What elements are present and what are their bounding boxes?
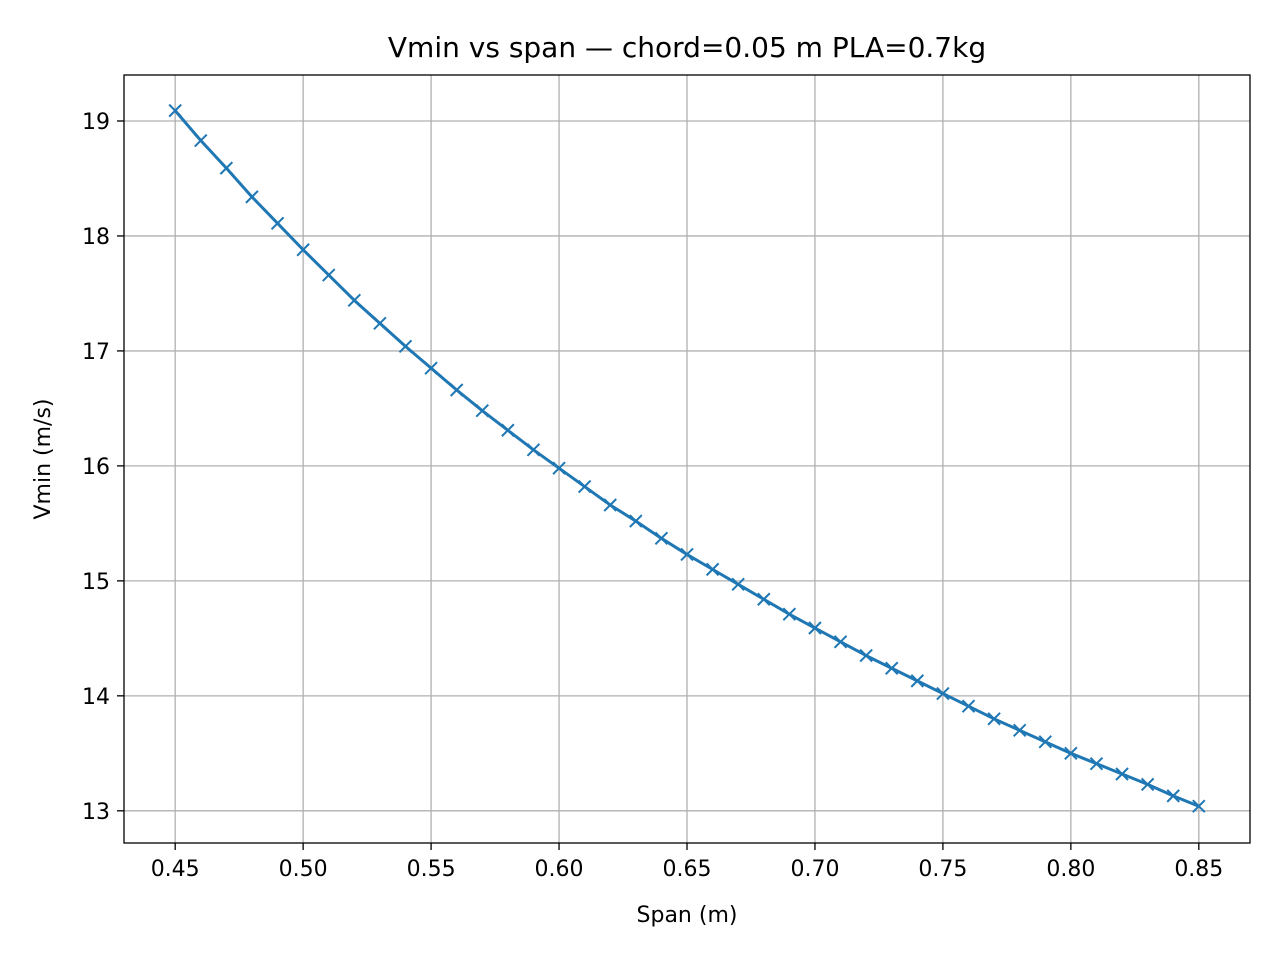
x-tick-label: 0.50 <box>279 857 328 882</box>
data-point-marker <box>833 635 848 649</box>
data-point-marker <box>194 133 208 148</box>
data-point-marker <box>1115 767 1129 781</box>
data-point-marker <box>1089 756 1104 771</box>
data-point-marker <box>424 361 438 375</box>
x-tick-label: 0.70 <box>790 857 839 882</box>
x-tick-label: 0.65 <box>663 857 712 882</box>
chart-title: Vmin vs span — chord=0.05 m PLA=0.7kg <box>388 31 986 64</box>
data-point-marker <box>782 607 797 621</box>
data-point-marker <box>501 423 515 437</box>
x-tick-label: 0.60 <box>535 857 584 882</box>
y-tick-label: 17 <box>82 340 110 365</box>
data-point-marker <box>322 268 336 282</box>
y-tick-label: 16 <box>82 455 110 480</box>
data-point-marker <box>757 592 771 606</box>
data-point-marker <box>526 443 541 457</box>
data-point-marker <box>577 479 592 494</box>
ticks: 0.45 0.50 0.55 0.60 0.65 0.70 0.75 0.80 0.85 13 14… <box>82 110 1223 882</box>
data-point-marker <box>1140 777 1155 792</box>
data-point-marker <box>270 216 285 231</box>
data-point-marker <box>168 103 182 118</box>
data-point-marker <box>654 531 669 546</box>
data-point-marker <box>705 562 720 577</box>
data-point-marker <box>731 577 745 592</box>
x-tick-label: 0.75 <box>918 857 967 882</box>
data-point-marker <box>987 712 1001 726</box>
data-point-marker <box>373 316 387 331</box>
data-point-marker <box>936 686 950 701</box>
data-point-marker <box>910 674 925 688</box>
data-point-marker <box>885 661 899 675</box>
y-axis-label: Vmin (m/s) <box>31 399 56 520</box>
series-layer <box>168 103 1206 813</box>
x-tick-label: 0.80 <box>1046 857 1095 882</box>
y-tick-label: 18 <box>82 225 110 250</box>
data-point-marker <box>808 621 822 635</box>
data-point-marker <box>603 498 617 512</box>
x-tick-label: 0.45 <box>151 857 200 882</box>
y-tick-label: 13 <box>82 800 110 825</box>
data-point-marker <box>1192 799 1206 813</box>
data-point-marker <box>245 190 259 204</box>
data-point-marker <box>449 383 464 397</box>
data-point-marker <box>552 461 566 475</box>
y-tick-label: 15 <box>82 570 110 595</box>
data-point-marker <box>1166 789 1180 803</box>
data-point-marker <box>1064 746 1078 761</box>
data-point-marker <box>475 404 489 418</box>
data-point-marker <box>219 161 234 175</box>
data-point-marker <box>961 699 976 713</box>
y-tick-label: 14 <box>82 685 110 710</box>
x-tick-label: 0.55 <box>407 857 456 882</box>
data-point-marker <box>629 514 643 528</box>
data-point-marker <box>1038 735 1052 749</box>
x-axis-label: Span (m) <box>637 903 738 928</box>
y-tick-label: 19 <box>82 110 110 135</box>
data-point-marker <box>296 243 310 257</box>
data-point-marker <box>680 547 694 562</box>
x-tick-label: 0.85 <box>1174 857 1223 882</box>
data-point-marker <box>859 648 873 663</box>
grid <box>124 75 1250 843</box>
data-point-marker <box>347 293 362 308</box>
data-point-marker <box>1012 723 1027 738</box>
data-point-marker <box>398 339 413 354</box>
